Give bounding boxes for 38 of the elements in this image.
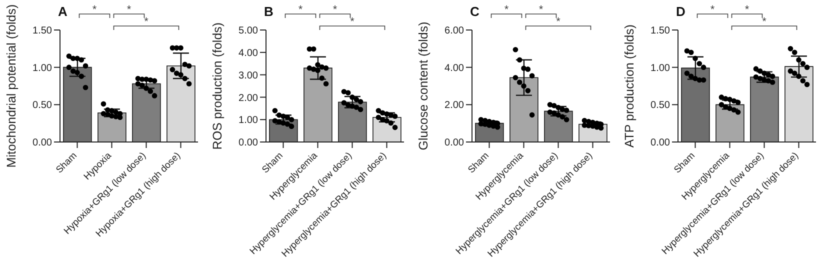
text: * bbox=[556, 16, 562, 28]
y-axis-title: ATP production (folds) bbox=[622, 24, 636, 148]
y-axis-title: Glucose content (folds) bbox=[416, 22, 430, 150]
y-tick-label: 0.50 bbox=[650, 100, 670, 112]
y-tick-label: 0.00 bbox=[238, 138, 258, 149]
text: * bbox=[504, 4, 510, 16]
text: * bbox=[710, 4, 716, 16]
text: * bbox=[744, 4, 750, 16]
y-tick-label: 5.00 bbox=[238, 26, 258, 37]
y-tick-label: 0.00 bbox=[444, 138, 464, 149]
chart-title: B bbox=[264, 4, 274, 19]
y-tick-label: 6.00 bbox=[444, 26, 464, 37]
y-tick-label: 4.00 bbox=[444, 62, 464, 74]
text: * bbox=[332, 4, 338, 16]
text: * bbox=[350, 16, 356, 28]
text: * bbox=[538, 4, 544, 16]
y-tick-label: 1.00 bbox=[32, 62, 52, 74]
y-axis-title: ROS production (folds) bbox=[210, 22, 224, 150]
chart-title: D bbox=[676, 4, 686, 19]
text: * bbox=[144, 16, 150, 28]
y-axis-title: Mitochondrial potential (folds) bbox=[4, 4, 18, 168]
text: * bbox=[762, 16, 768, 28]
y-tick-label: 3.00 bbox=[238, 70, 258, 82]
chart-title: C bbox=[470, 4, 480, 19]
y-tick-label: 2.00 bbox=[444, 100, 464, 112]
y-tick-label: 1.50 bbox=[650, 26, 670, 37]
y-tick-label: 2.00 bbox=[238, 92, 258, 104]
chart-title: A bbox=[58, 4, 68, 19]
y-tick-label: 0.50 bbox=[32, 100, 52, 112]
text: * bbox=[126, 4, 132, 16]
y-tick-label: 4.00 bbox=[238, 48, 258, 59]
y-tick-label: 1.50 bbox=[32, 26, 52, 37]
y-tick-label: 1.00 bbox=[238, 115, 258, 126]
text: * bbox=[92, 4, 98, 16]
y-tick-label: 1.00 bbox=[650, 62, 670, 74]
text: * bbox=[298, 4, 304, 16]
y-tick-label: 0.00 bbox=[650, 138, 670, 149]
y-tick-label: 0.00 bbox=[32, 138, 52, 149]
